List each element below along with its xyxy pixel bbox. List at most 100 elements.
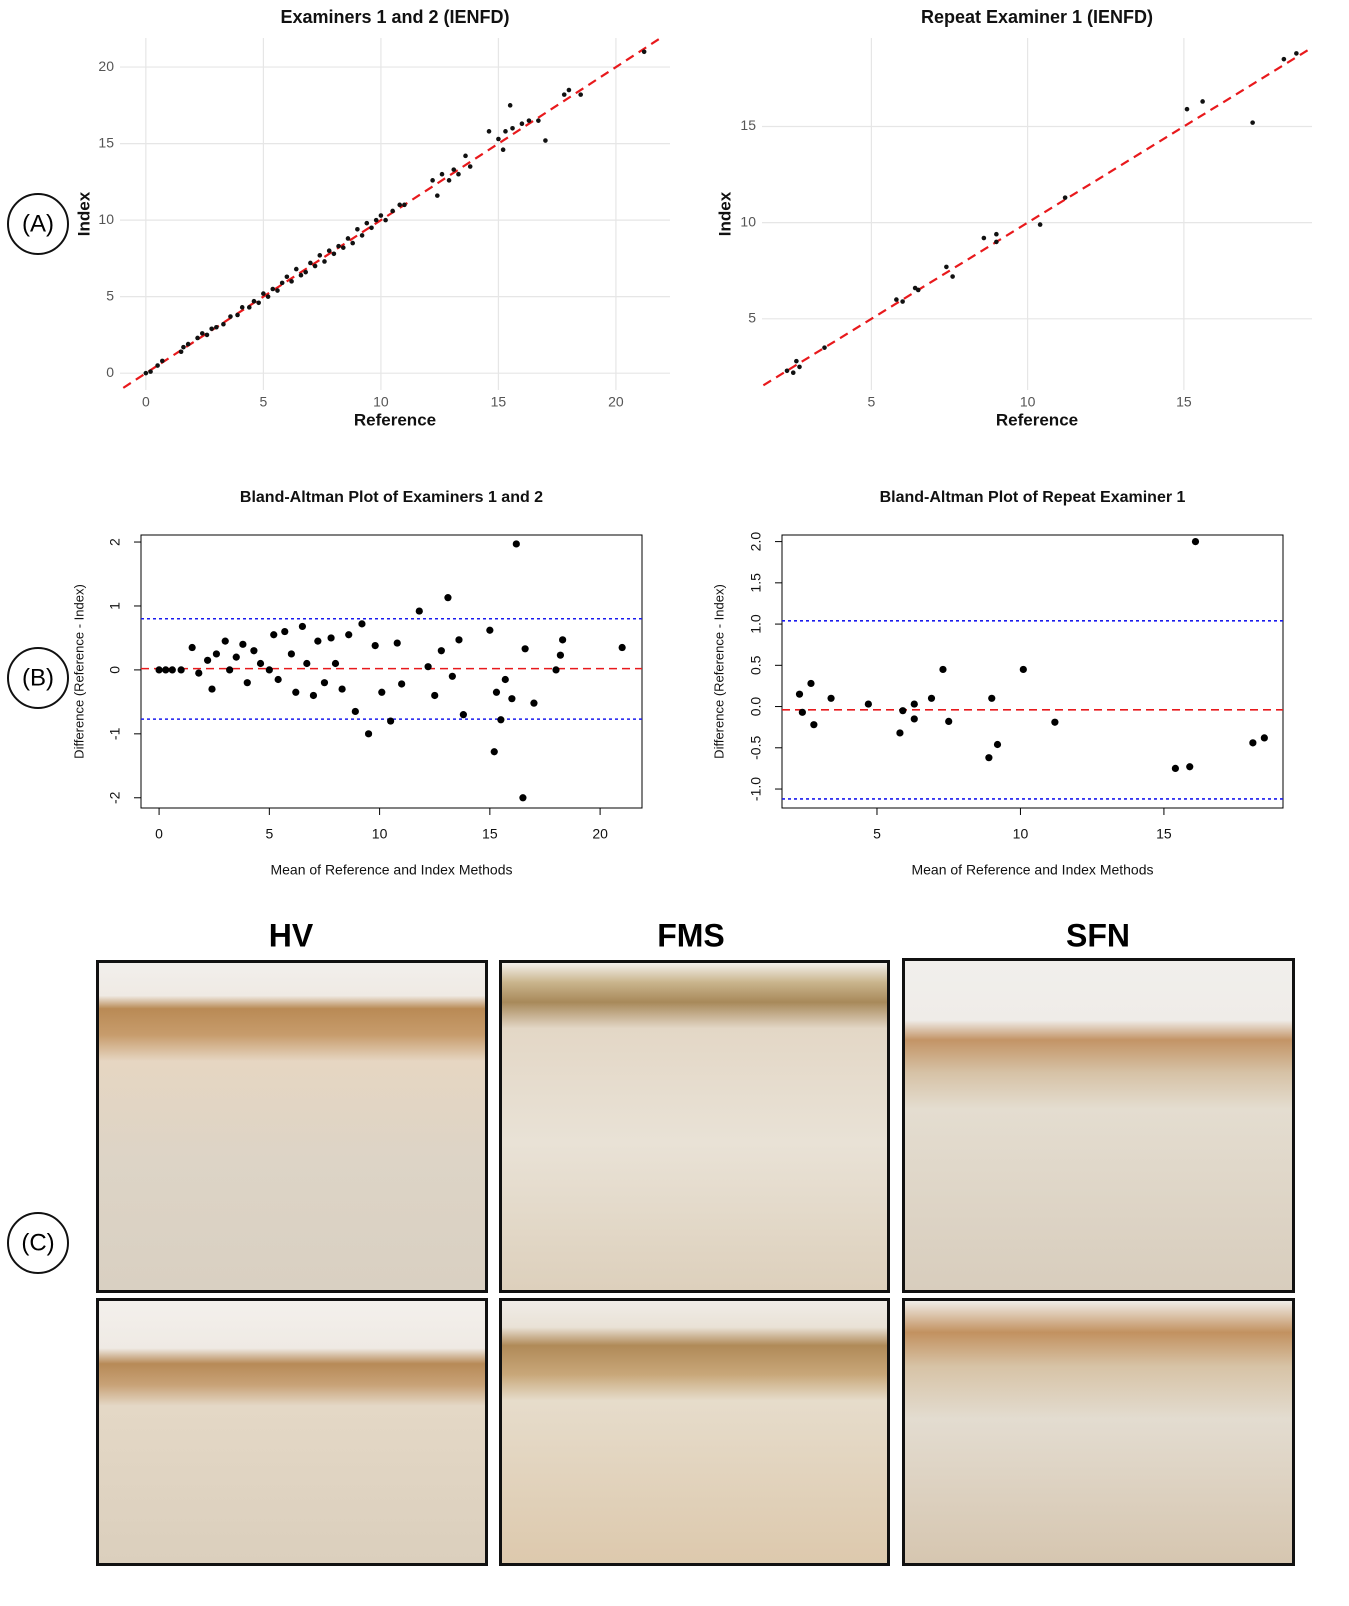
point (795, 690, 804, 698)
point (415, 607, 423, 615)
point (927, 694, 936, 702)
point (559, 636, 567, 644)
point (556, 651, 565, 659)
point (188, 643, 196, 652)
point (155, 666, 163, 674)
identity-line (762, 46, 1312, 388)
point (1294, 51, 1299, 56)
point (195, 669, 203, 677)
point (390, 208, 395, 214)
point (364, 730, 373, 738)
point (221, 637, 229, 645)
point (250, 647, 258, 655)
point (444, 594, 452, 602)
point (298, 272, 304, 278)
x-tick-label: 10 (372, 826, 388, 842)
point (239, 305, 245, 310)
point (492, 688, 501, 696)
y-tick-label: 1.5 (748, 573, 764, 593)
y-axis-label: Index (74, 191, 93, 236)
micrograph (96, 1298, 488, 1566)
point (369, 225, 374, 231)
point (398, 680, 406, 688)
point (378, 688, 386, 696)
y-axis-label: Index (715, 191, 734, 236)
point (467, 164, 473, 169)
point (256, 300, 261, 306)
point (235, 312, 240, 318)
chart: Examiners 1 and 2 (IENFD) Reference Index 0… (74, 7, 670, 429)
point (261, 291, 266, 296)
point (536, 118, 541, 123)
y-tick-label: 10 (98, 211, 114, 227)
point (981, 235, 987, 241)
point (490, 748, 498, 756)
point (393, 639, 401, 647)
y-tick-label: -1.0 (748, 777, 764, 801)
point (910, 700, 918, 708)
image-title: FMS (657, 917, 725, 953)
point (185, 341, 191, 347)
point (519, 794, 527, 802)
point (292, 688, 300, 696)
plot-frame (140, 534, 643, 809)
y-tick-label: 0.0 (748, 697, 764, 717)
micrograph (902, 1298, 1295, 1566)
y-tick-label: 2 (107, 538, 123, 546)
point (1249, 739, 1257, 747)
point (530, 699, 538, 707)
point (797, 364, 802, 370)
point (424, 663, 432, 671)
point (994, 239, 999, 245)
point (526, 118, 532, 123)
point (1200, 99, 1205, 104)
panel-label-b: (B) (7, 647, 69, 709)
y-tick-label: 1.0 (748, 614, 764, 634)
point (431, 691, 439, 700)
point (270, 286, 276, 292)
x-tick-label: 20 (592, 826, 608, 842)
x-axis-label: Mean of Reference and Index Methods (911, 862, 1153, 878)
point (1186, 763, 1194, 771)
point (439, 171, 445, 177)
y-tick-label: 15 (98, 134, 114, 150)
point (641, 49, 647, 55)
y-tick-label: 5 (748, 310, 756, 326)
point (279, 280, 285, 286)
point (336, 243, 341, 249)
point (896, 729, 904, 737)
point (168, 666, 176, 674)
point (209, 326, 214, 332)
x-tick-label: 10 (373, 394, 389, 410)
point (203, 656, 212, 664)
point (232, 653, 240, 661)
y-axis-label: Difference (Reference - Index) (71, 584, 86, 759)
point (578, 92, 583, 97)
point (160, 358, 165, 364)
point (243, 679, 251, 687)
point (798, 708, 806, 716)
chart: Bland-Altman Plot of Repeat Examiner 1 Me… (711, 489, 1284, 878)
point (298, 622, 307, 631)
point (512, 540, 520, 548)
micrograph (499, 960, 890, 1293)
point (500, 147, 506, 153)
y-axis-label: Difference (Reference - Index) (711, 584, 726, 759)
y-tick-label: 0.5 (748, 655, 764, 675)
point (864, 700, 872, 708)
point (293, 266, 299, 272)
x-tick-label: 20 (608, 394, 624, 410)
point (303, 659, 311, 668)
point (308, 260, 313, 266)
point (430, 178, 435, 183)
point (448, 672, 456, 680)
point (899, 707, 907, 715)
point (988, 694, 996, 702)
x-tick-label: 10 (1020, 394, 1036, 410)
point (246, 305, 252, 310)
micrograph (96, 960, 488, 1293)
point (270, 631, 278, 639)
point (364, 220, 370, 226)
point (326, 248, 332, 254)
point (521, 645, 529, 653)
